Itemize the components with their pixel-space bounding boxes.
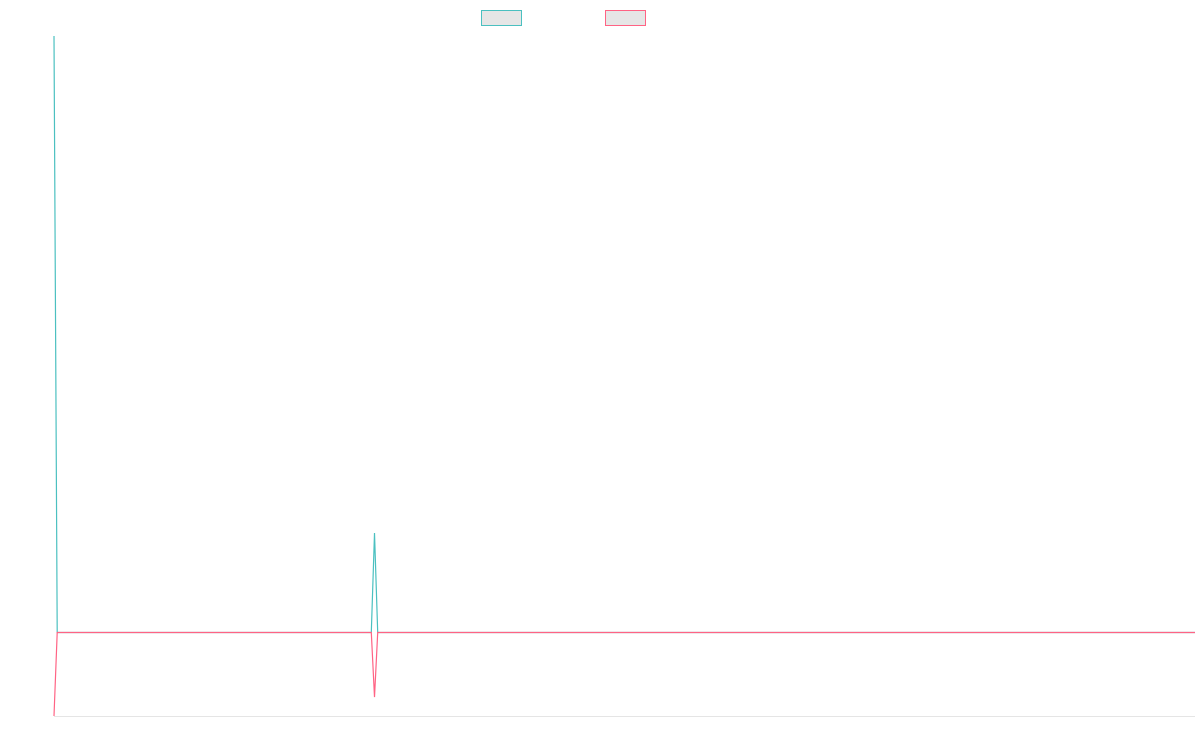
series-line bbox=[53, 631, 1195, 717]
legend-swatch[interactable] bbox=[605, 10, 646, 26]
series-line bbox=[53, 35, 1195, 634]
legend-swatch[interactable] bbox=[481, 10, 522, 26]
